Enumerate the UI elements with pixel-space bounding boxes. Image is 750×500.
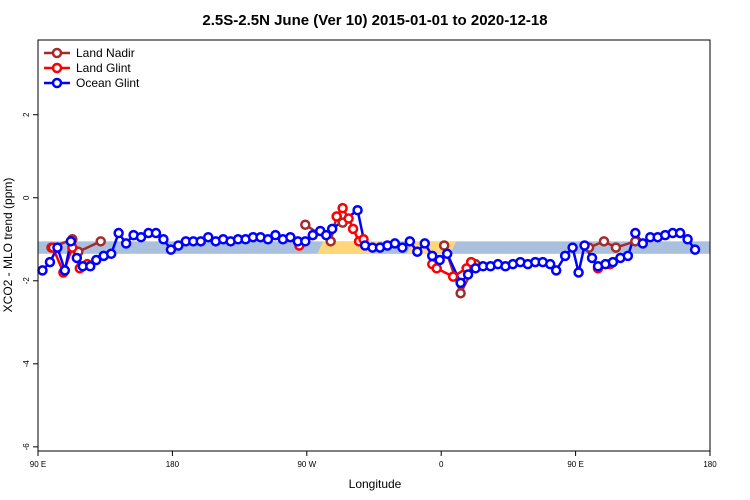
ocean-glint-point-68 xyxy=(559,250,571,262)
ocean-glint-point-51 xyxy=(426,250,438,262)
y-tick-label-4: 2 xyxy=(22,112,31,117)
ocean-glint-point-0 xyxy=(37,265,48,276)
y-tick-label-2: -2 xyxy=(22,277,31,285)
ocean-glint-point-70 xyxy=(573,267,584,278)
x-tick-label-1: 180 xyxy=(166,460,180,469)
x-tick-label-4: 90 E xyxy=(567,460,583,469)
ocean-glint-point-48 xyxy=(404,236,416,247)
chart-title: 2.5S-2.5N June (Ver 10) 2015-01-01 to 20… xyxy=(202,12,547,29)
x-tick-label-3: 0 xyxy=(439,460,444,469)
ocean-glint-point-55 xyxy=(462,269,474,280)
legend-label-land-glint: Land Glint xyxy=(76,61,131,75)
ocean-glint-point-86 xyxy=(689,244,701,255)
ocean-glint-point-11 xyxy=(113,227,124,239)
legend-marker-ocean-glint xyxy=(51,77,63,89)
ocean-glint-point-1 xyxy=(44,256,56,268)
ocean-glint-point-75 xyxy=(607,256,619,268)
ocean-glint-point-2 xyxy=(52,242,63,253)
ocean-glint-point-67 xyxy=(550,265,562,276)
ocean-glint-point-18 xyxy=(165,244,177,255)
land-nadir-point-13 xyxy=(610,242,622,253)
ocean-glint-point-77 xyxy=(622,250,634,262)
legend-marker-land-nadir xyxy=(51,47,63,59)
land-glint-point-8 xyxy=(343,213,354,224)
legend-label-land-nadir: Land Nadir xyxy=(76,46,135,60)
y-axis: -6 -4 -2 0 2 xyxy=(22,112,38,450)
land-glint-point-14 xyxy=(447,271,459,282)
ocean-glint-point-5 xyxy=(71,252,83,264)
ocean-glint-point-19 xyxy=(173,240,184,251)
ocean-glint-point-12 xyxy=(120,238,132,249)
ocean-glint-point-47 xyxy=(397,242,408,253)
ocean-glint-point-8 xyxy=(90,254,102,266)
ocean-glint-point-79 xyxy=(637,238,649,249)
ocean-glint-point-46 xyxy=(389,238,401,249)
ocean-glint-point-52 xyxy=(434,254,445,266)
ocean-glint-point-7 xyxy=(85,261,96,272)
ocean-glint-point-84 xyxy=(674,227,686,239)
land-glint-point-9 xyxy=(347,223,359,235)
x-tick-label-5: 180 xyxy=(703,460,717,469)
ocean-glint-point-22 xyxy=(195,236,207,247)
ocean-glint-point-53 xyxy=(441,248,453,260)
ocean-glint-point-49 xyxy=(412,246,423,257)
plot-frame xyxy=(37,39,711,452)
land-glint-point-6 xyxy=(331,211,342,222)
series-points xyxy=(37,202,701,299)
ocean-glint-point-14 xyxy=(135,231,147,243)
ocean-glint-point-66 xyxy=(544,258,556,270)
land-nadir-line-3 xyxy=(588,239,636,249)
ocean-glint-point-69 xyxy=(567,242,578,253)
x-axis-label: Longitude xyxy=(349,477,402,491)
land-nadir-point-4 xyxy=(300,219,311,230)
legend-marker-land-glint xyxy=(51,62,63,74)
ocean-glint-point-3 xyxy=(59,265,71,276)
land-glint-point-13 xyxy=(431,263,442,274)
x-axis: 90 E 180 90 W 0 90 E 180 xyxy=(30,451,717,469)
x-tick-label-0: 90 E xyxy=(30,460,46,469)
ocean-glint-point-85 xyxy=(682,234,693,245)
land-nadir-point-8 xyxy=(438,240,450,251)
ocean-glint-point-37 xyxy=(307,229,319,241)
land-nadir-point-9 xyxy=(455,287,466,299)
land-nadir-point-3 xyxy=(95,236,106,247)
ocean-glint-point-72 xyxy=(586,252,598,264)
land-nadir-point-12 xyxy=(598,236,610,247)
ocean-glint-point-4 xyxy=(65,236,77,247)
legend-label-ocean-glint: Ocean Glint xyxy=(76,76,140,90)
ocean-glint-point-17 xyxy=(158,234,169,245)
ocean-glint-point-39 xyxy=(320,229,332,241)
land-glint-point-7 xyxy=(337,202,348,214)
ocean-glint-point-71 xyxy=(579,240,590,251)
x-tick-label-2: 90 W xyxy=(297,460,316,469)
ocean-glint-point-23 xyxy=(202,231,214,243)
ocean-glint-point-36 xyxy=(300,236,311,247)
y-tick-label-3: 0 xyxy=(22,195,31,200)
ocean-glint-point-31 xyxy=(262,234,274,245)
ocean-glint-point-40 xyxy=(326,223,338,235)
ocean-glint-point-16 xyxy=(150,227,162,239)
y-tick-label-0: -6 xyxy=(22,443,31,451)
ocean-glint-point-54 xyxy=(455,277,466,289)
y-tick-label-1: -4 xyxy=(22,360,31,368)
y-axis-label: XCO2 - MLO trend (ppm) xyxy=(1,178,15,313)
ocean-glint-point-10 xyxy=(105,248,117,260)
ocean-glint-point-50 xyxy=(419,238,431,249)
ocean-glint-point-41 xyxy=(352,204,363,216)
ocean-glint-point-34 xyxy=(285,231,296,243)
ocean-glint-point-32 xyxy=(270,229,281,241)
ocean-glint-point-78 xyxy=(630,227,641,239)
